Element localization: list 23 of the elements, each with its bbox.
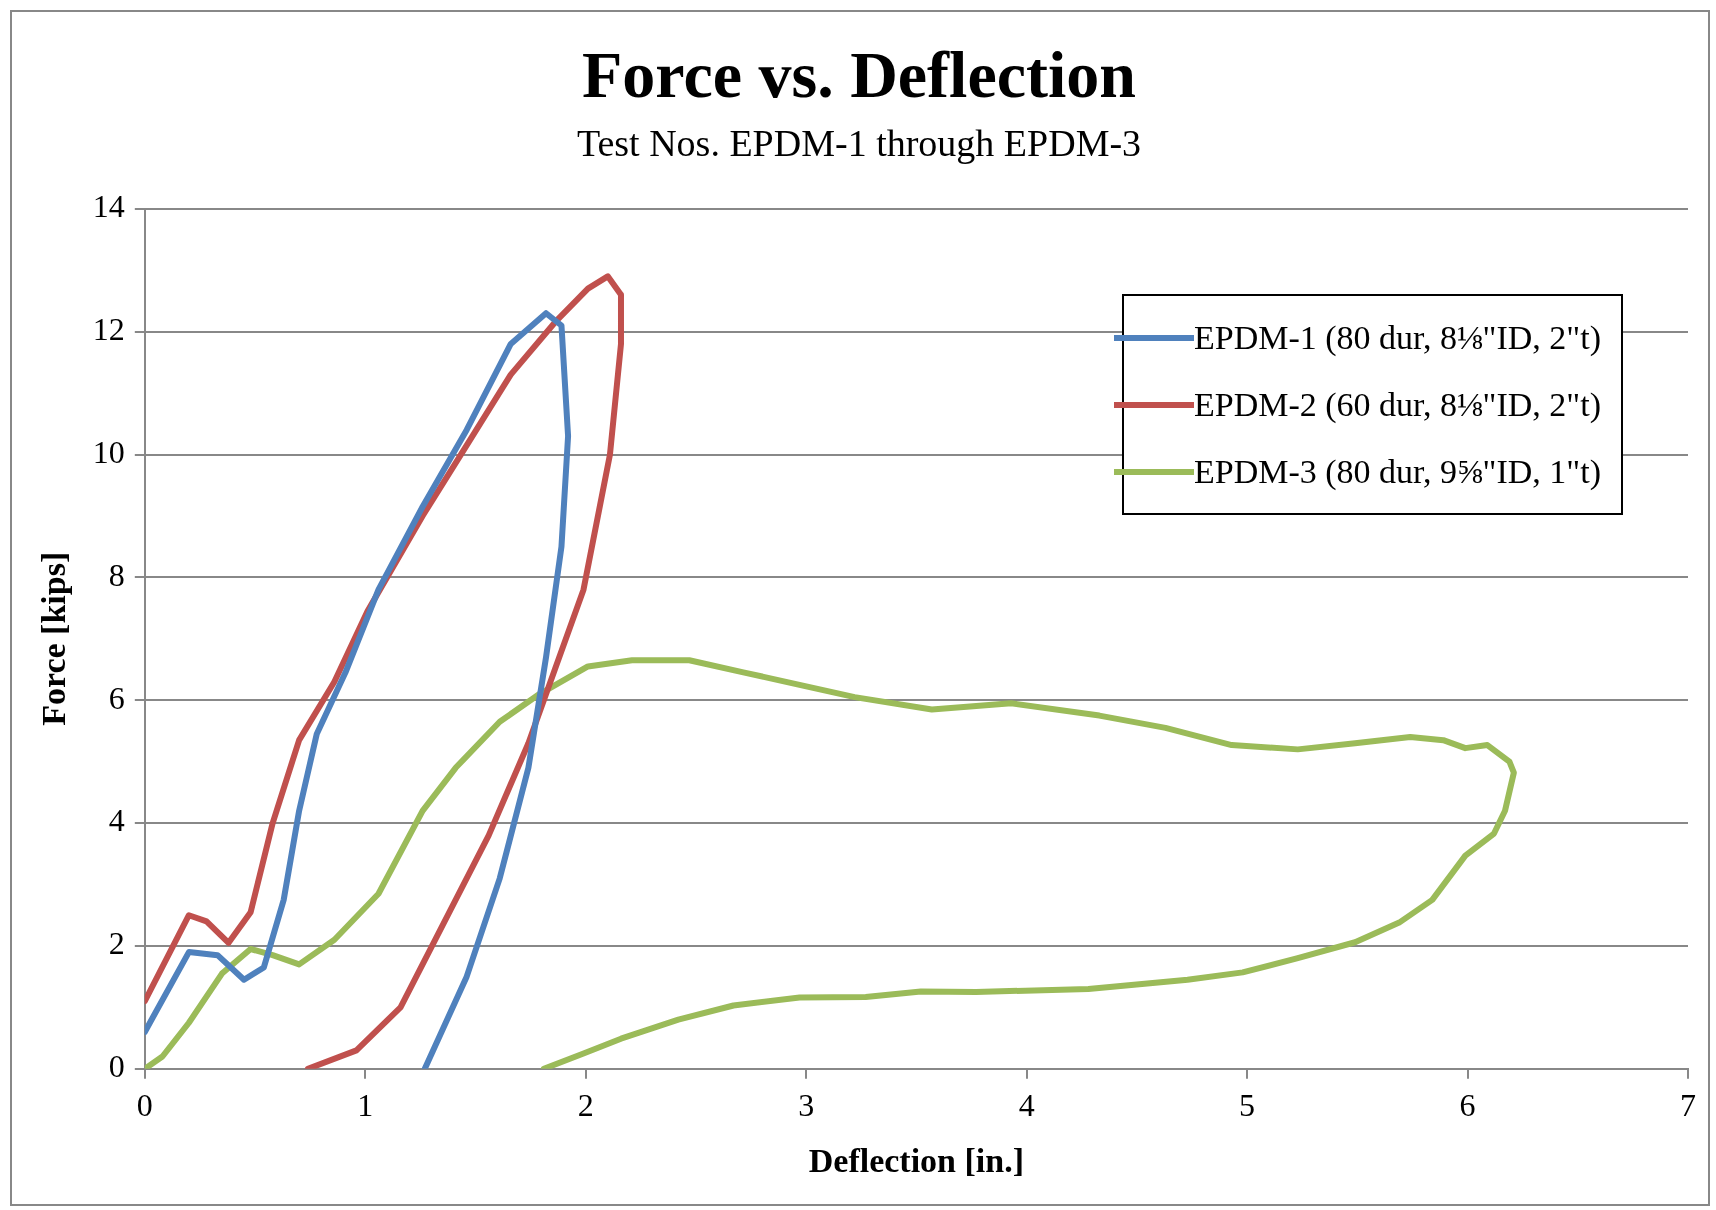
x-tick-label: 2 xyxy=(577,1087,594,1124)
y-tick-label: 8 xyxy=(108,556,125,593)
y-axis-title: Force [kips] xyxy=(35,551,73,726)
legend-label: EPDM-2 (60 dur, 8⅛"ID, 2"t) xyxy=(1194,384,1601,425)
legend-label: EPDM-3 (80 dur, 9⅝"ID, 1"t) xyxy=(1194,451,1601,492)
y-tick-label: 12 xyxy=(92,311,125,348)
y-tick-label: 14 xyxy=(92,188,125,225)
x-tick-label: 1 xyxy=(357,1087,374,1124)
y-tick-label: 10 xyxy=(92,433,125,470)
x-tick-label: 3 xyxy=(798,1087,815,1124)
y-tick-label: 0 xyxy=(108,1048,125,1085)
y-tick-label: 2 xyxy=(108,925,125,962)
x-tick-label: 6 xyxy=(1459,1087,1476,1124)
x-tick-label: 0 xyxy=(136,1087,153,1124)
legend-label: EPDM-1 (80 dur, 8⅛"ID, 2"t) xyxy=(1194,317,1601,358)
y-tick-label: 4 xyxy=(108,802,125,839)
chart-title: Force vs. Deflection xyxy=(581,37,1137,111)
x-axis-title: Deflection [in.] xyxy=(808,1142,1025,1180)
x-tick-label: 7 xyxy=(1680,1087,1696,1124)
x-tick-label: 5 xyxy=(1239,1087,1256,1124)
y-tick-label: 6 xyxy=(108,679,125,716)
x-tick-label: 4 xyxy=(1018,1087,1035,1124)
chart-subtitle: Test Nos. EPDM-1 through EPDM-3 xyxy=(576,121,1142,164)
